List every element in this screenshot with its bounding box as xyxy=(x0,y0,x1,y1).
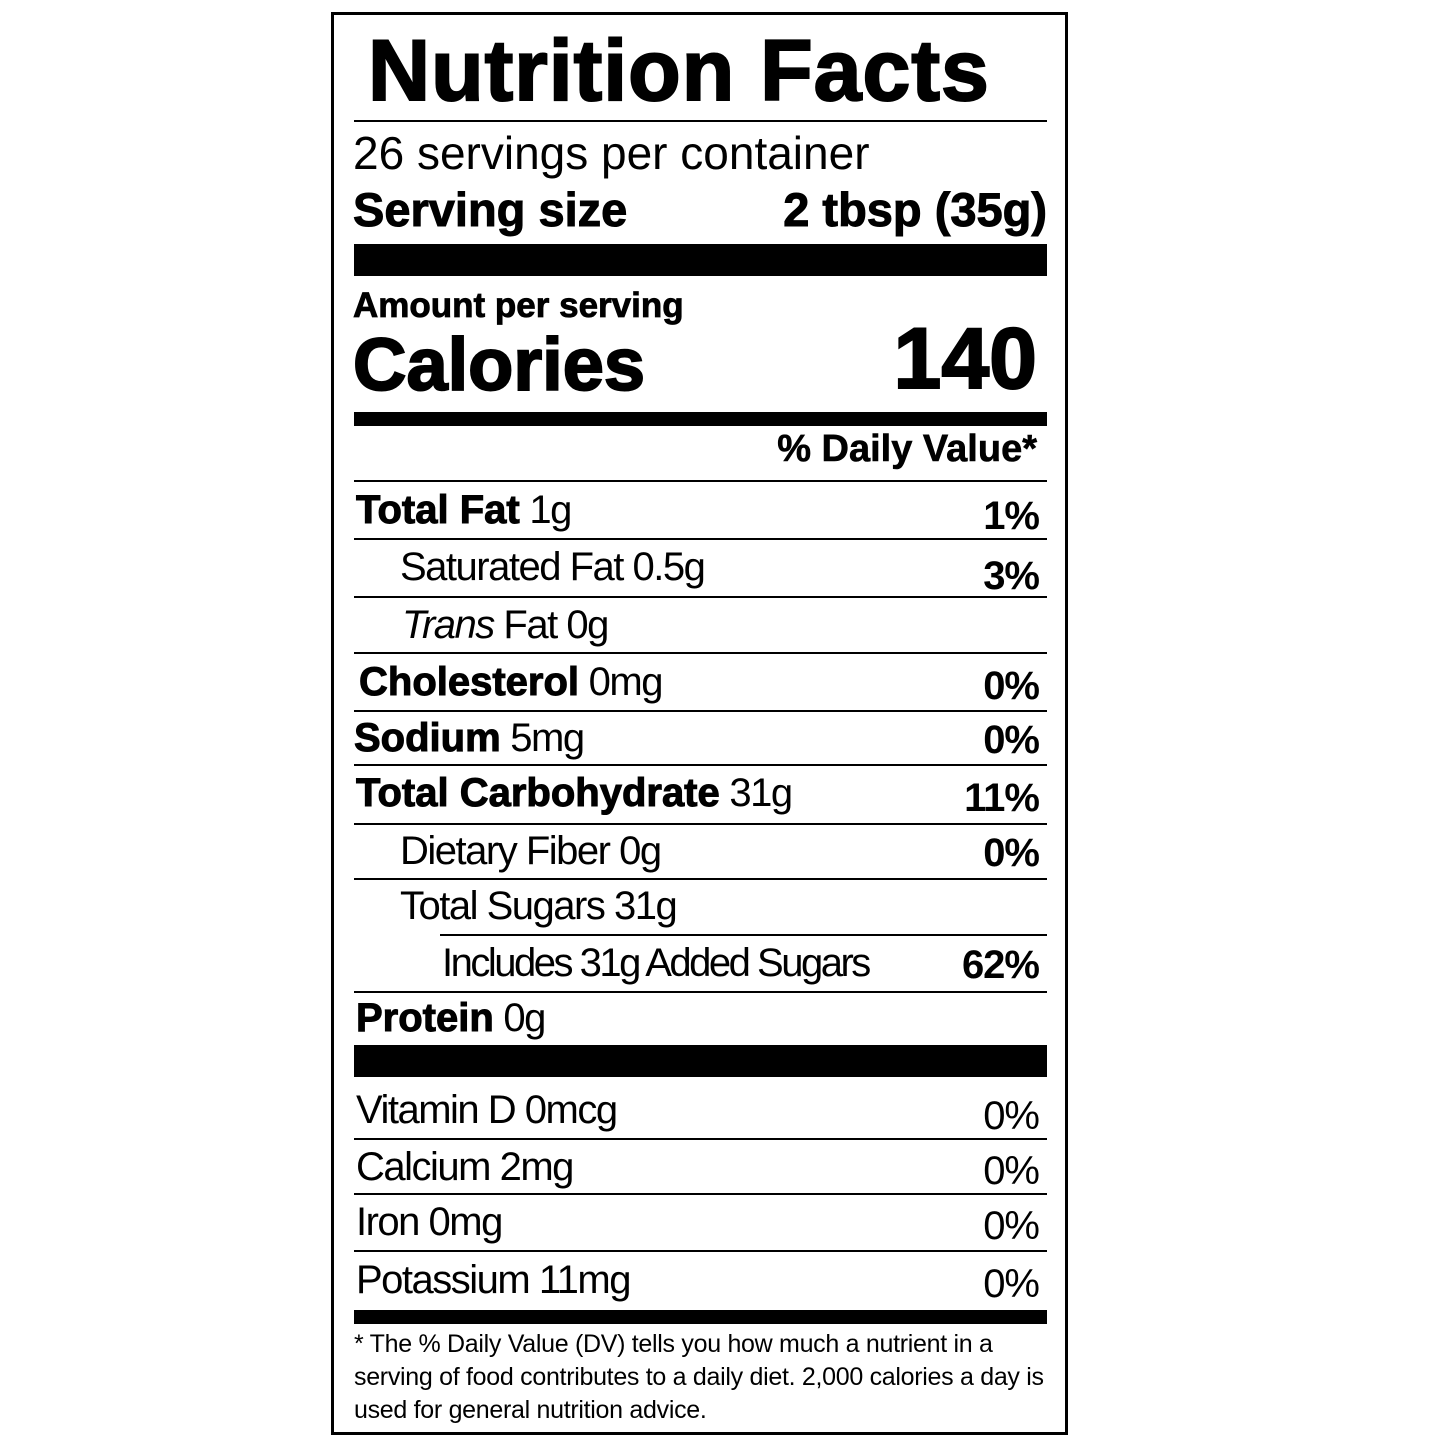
nutrient-dv: 0% xyxy=(983,718,1040,762)
divider xyxy=(354,538,1047,540)
nutrient-amount: 0g xyxy=(619,829,662,873)
nutrient-row-sodium: Sodium 5mg 0% xyxy=(354,716,1047,763)
calories-label: Calories xyxy=(352,322,646,407)
label-title: Nutrition Facts xyxy=(367,22,990,120)
divider xyxy=(354,596,1047,598)
nutrient-name: Cholesterol xyxy=(358,660,580,705)
vitamin-label: Iron 0mg xyxy=(356,1200,503,1244)
daily-value-header: % Daily Value* xyxy=(777,428,1037,471)
nutrient-row-protein: Protein 0g xyxy=(354,996,1047,1041)
amount-per-serving: Amount per serving xyxy=(353,286,684,326)
nutrient-row-total-sugars: Total Sugars 31g xyxy=(354,884,1047,928)
nutrition-label-border xyxy=(331,12,1068,1435)
vitamin-row-potassium: Potassium 11mg 0% xyxy=(354,1258,1047,1306)
thick-bar xyxy=(354,244,1047,276)
nutrient-name: Dietary Fiber xyxy=(400,829,611,873)
nutrient-name: Trans xyxy=(402,603,495,647)
vitamin-dv: 0% xyxy=(983,1204,1040,1248)
nutrient-dv: 62% xyxy=(961,943,1040,987)
medium-bar xyxy=(354,412,1047,426)
nutrient-dv: 11% xyxy=(964,776,1040,820)
nutrient-dv: 1% xyxy=(983,494,1040,538)
nutrient-amount: 1g xyxy=(529,488,572,532)
nutrient-name: Protein xyxy=(356,996,495,1041)
divider xyxy=(354,1138,1047,1140)
vitamin-label: Calcium 2mg xyxy=(356,1145,574,1189)
vitamin-row-vitamin-d: Vitamin D 0mcg 0% xyxy=(354,1088,1047,1138)
nutrient-amount: 31g xyxy=(613,884,678,928)
footnote: * The % Daily Value (DV) tells you how m… xyxy=(354,1330,1044,1424)
nutrient-name: Total Fat xyxy=(356,488,521,533)
vitamin-row-calcium: Calcium 2mg 0% xyxy=(354,1145,1047,1193)
divider xyxy=(354,878,1047,880)
vitamin-dv: 0% xyxy=(983,1149,1040,1193)
servings-per-container: 26 servings per container xyxy=(353,127,870,179)
serving-size-label: Serving size xyxy=(352,183,628,237)
calories-value: 140 xyxy=(893,310,1038,408)
nutrient-name: Saturated Fat xyxy=(400,545,624,589)
vitamin-dv: 0% xyxy=(983,1094,1040,1138)
thick-bar xyxy=(354,1045,1047,1077)
vitamin-row-iron: Iron 0mg 0% xyxy=(354,1200,1047,1248)
nutrient-name: Total Sugars xyxy=(400,884,606,928)
divider xyxy=(354,120,1047,122)
vitamin-label: Vitamin D 0mcg xyxy=(356,1088,618,1132)
nutrient-dv: 0% xyxy=(983,831,1040,875)
nutrient-name: Total Carbohydrate xyxy=(356,771,721,816)
divider xyxy=(440,934,1047,936)
nutrient-name: Includes 31g Added Sugars xyxy=(442,941,871,985)
nutrient-amount: 0g xyxy=(566,603,609,647)
nutrient-dv: 0% xyxy=(983,664,1040,708)
divider xyxy=(354,652,1047,654)
nutrient-name: Sodium xyxy=(354,716,502,761)
nutrient-row-added-sugars: Includes 31g Added Sugars 62% xyxy=(354,941,1047,987)
nutrient-row-saturated-fat: Saturated Fat 0.5g 3% xyxy=(354,545,1047,598)
nutrient-amount: 0mg xyxy=(588,660,664,704)
nutrient-row-total-fat: Total Fat 1g 1% xyxy=(354,488,1047,539)
nutrient-row-trans-fat: Trans Fat 0g xyxy=(354,603,1047,647)
medium-bar xyxy=(354,1310,1047,1324)
vitamin-label: Potassium 11mg xyxy=(356,1258,631,1302)
vitamin-dv: 0% xyxy=(983,1262,1040,1306)
serving-size-value: 2 tbsp (35g) xyxy=(783,183,1048,237)
nutrient-amount: 0.5g xyxy=(632,545,706,589)
divider xyxy=(354,823,1047,825)
nutrient-amount: 5mg xyxy=(510,716,585,760)
nutrient-amount: 0g xyxy=(503,996,546,1040)
divider xyxy=(354,1193,1047,1195)
nutrient-row-cholesterol: Cholesterol 0mg 0% xyxy=(354,660,1047,709)
nutrient-row-dietary-fiber: Dietary Fiber 0g 0% xyxy=(354,829,1047,875)
divider xyxy=(354,480,1047,482)
divider xyxy=(354,710,1047,712)
nutrient-amount: 31g xyxy=(729,771,793,815)
divider xyxy=(354,991,1047,993)
divider xyxy=(354,764,1047,766)
nutrient-name-suffix: Fat xyxy=(503,603,558,647)
divider xyxy=(354,1250,1047,1252)
nutrient-row-total-carbohydrate: Total Carbohydrate 31g 11% xyxy=(354,771,1047,821)
nutrient-dv: 3% xyxy=(983,554,1040,598)
